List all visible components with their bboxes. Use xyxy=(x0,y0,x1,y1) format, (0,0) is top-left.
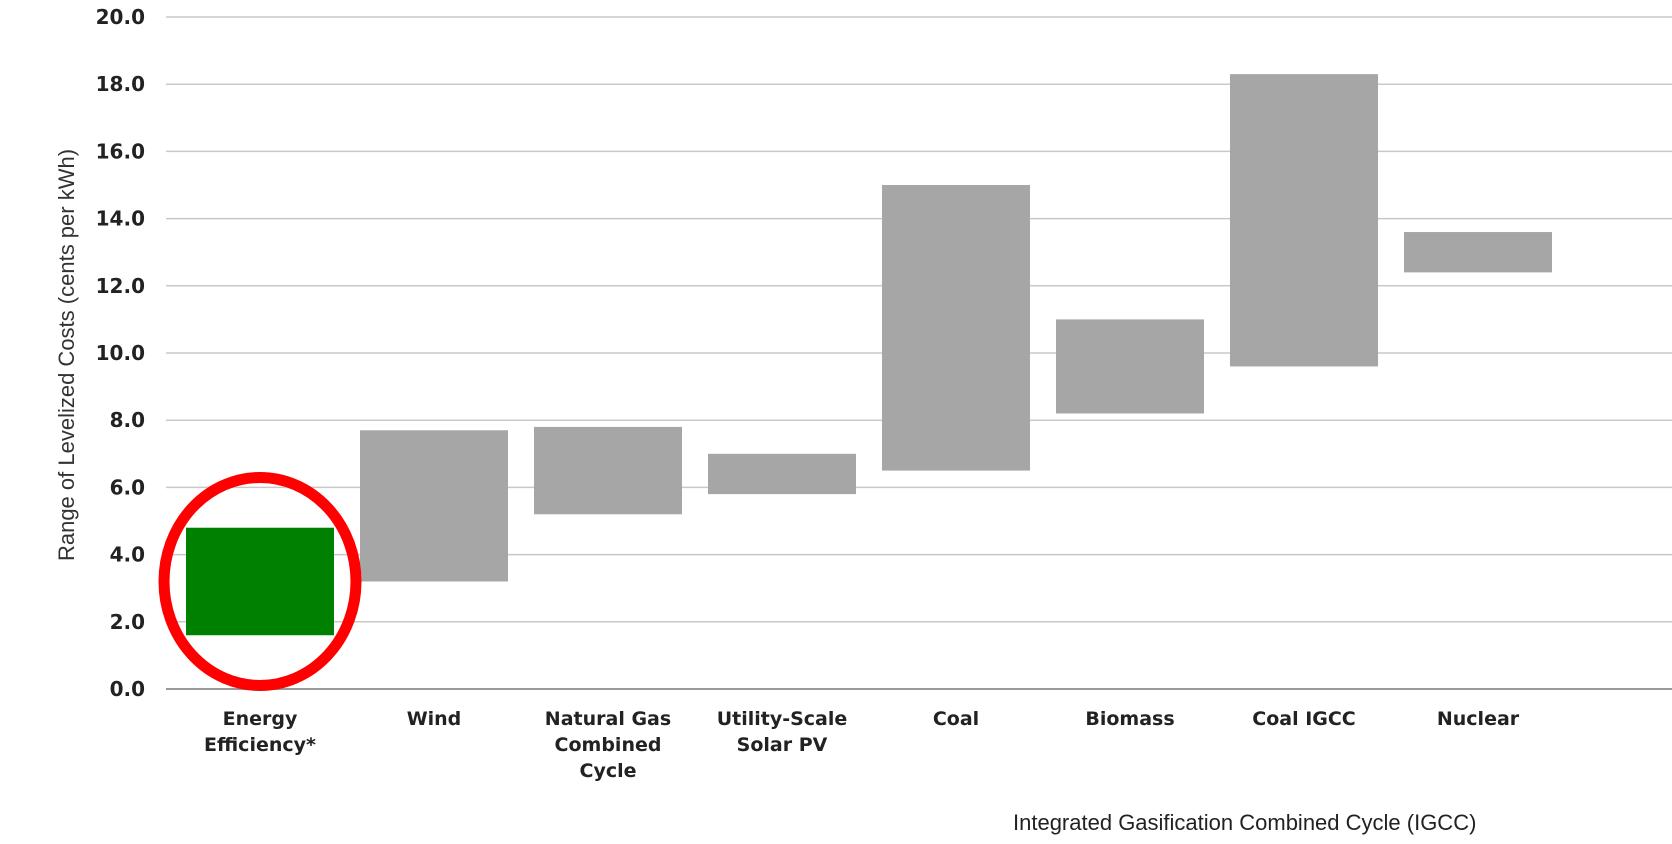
y-tick-label: 14.0 xyxy=(96,207,145,231)
highlight-layer xyxy=(158,471,362,691)
range-bar xyxy=(1230,74,1378,367)
range-bar xyxy=(186,527,334,636)
y-axis-ticks: 0.0 2.0 4.0 6.0 8.0 10.0 12.0 14.0 16.0 18.0 20.0 xyxy=(96,5,145,701)
y-tick-label: 4.0 xyxy=(110,543,145,567)
category-label: Biomass xyxy=(1085,708,1174,730)
y-tick-label: 8.0 xyxy=(110,408,145,432)
category-label: Coal xyxy=(933,708,979,730)
footnote: Integrated Gasification Combined Cycle (… xyxy=(1013,810,1476,835)
range-bar xyxy=(1404,232,1552,273)
y-tick-label: 20.0 xyxy=(96,5,145,29)
range-bar xyxy=(360,430,508,582)
y-tick-label: 18.0 xyxy=(96,72,145,96)
bars xyxy=(186,74,1552,636)
y-axis-title: Range of Levelized Costs (cents per kWh) xyxy=(54,149,79,561)
y-tick-label: 16.0 xyxy=(96,139,145,163)
y-tick-label: 12.0 xyxy=(96,274,145,298)
category-label: Coal IGCC xyxy=(1252,708,1356,730)
category-label: Utility-Scale Solar PV xyxy=(717,708,848,756)
range-bar xyxy=(882,185,1030,471)
category-label: Wind xyxy=(407,708,462,730)
x-axis-categories: Energy Efficiency* Wind Natural Gas Combined… xyxy=(204,708,1520,782)
range-bar xyxy=(534,426,682,515)
range-bar xyxy=(708,453,856,495)
y-tick-label: 0.0 xyxy=(110,677,145,701)
category-label: Nuclear xyxy=(1437,708,1520,730)
range-bar xyxy=(1056,319,1204,414)
highlight-circle xyxy=(158,471,362,691)
y-tick-label: 6.0 xyxy=(110,475,145,499)
y-tick-label: 10.0 xyxy=(96,341,145,365)
y-tick-label: 2.0 xyxy=(110,610,145,634)
category-label: Energy Efficiency* xyxy=(204,708,316,756)
category-label: Natural Gas Combined Cycle xyxy=(545,708,671,782)
